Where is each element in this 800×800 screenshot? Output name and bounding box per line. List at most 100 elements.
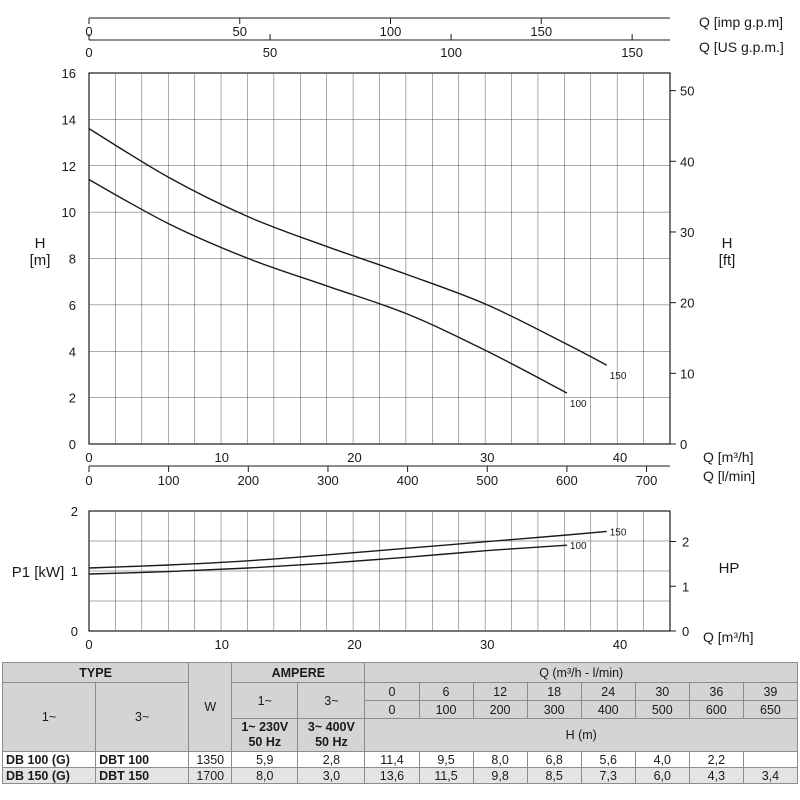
series-100-curve bbox=[88, 544, 567, 575]
series-150-curve bbox=[88, 128, 608, 366]
ampere-three-phase-supply: 3~ 400V 50 Hz bbox=[297, 718, 366, 752]
us-gpm-tick-label: 0 bbox=[85, 45, 92, 60]
three-phase-model: DBT 100 bbox=[95, 751, 190, 768]
x-lmin-tick-label: 300 bbox=[317, 473, 339, 488]
flow-lmin-cell: 100 bbox=[418, 700, 474, 719]
flow-m3h-cell: 39 bbox=[742, 682, 799, 701]
single-phase-model: DB 150 (G) bbox=[1, 767, 97, 784]
flow-lmin-cell: 600 bbox=[688, 700, 744, 719]
y-tick-label: 6 bbox=[69, 298, 76, 313]
imp-gpm-tick-label: 0 bbox=[85, 24, 92, 39]
y-tick-label: 12 bbox=[62, 159, 76, 174]
y-tick-label: 0 bbox=[69, 437, 76, 452]
flow-m3h-cell: 12 bbox=[472, 682, 528, 701]
table-row: DB 150 (G) DBT 150 1700 8,0 3,0 13,6 11,… bbox=[1, 767, 799, 784]
x-tick-label: 30 bbox=[480, 450, 494, 465]
head-value: 9,5 bbox=[418, 751, 474, 768]
ampere-single-phase-supply: 1~ 230V 50 Hz bbox=[231, 718, 299, 752]
supply-frequency: 50 Hz bbox=[315, 735, 348, 749]
x-lmin-tick-label: 600 bbox=[556, 473, 578, 488]
y-right-axis-title: HP bbox=[719, 560, 740, 577]
flow-m3h-cell: 24 bbox=[580, 682, 636, 701]
flow-lmin-cell: 500 bbox=[634, 700, 690, 719]
head-value: 6,0 bbox=[634, 767, 690, 784]
y-axis-unit: [m] bbox=[30, 252, 51, 269]
x-axis-title: Q [m³/h] bbox=[703, 629, 754, 645]
y-right-axis-title: H bbox=[722, 235, 733, 252]
ampere-header: AMPERE bbox=[231, 662, 366, 683]
x-lmin-tick-label: 100 bbox=[158, 473, 180, 488]
y-hp-tick-label: 0 bbox=[682, 624, 689, 639]
flow-lmin-cell: 400 bbox=[580, 700, 636, 719]
watt-value: 1700 bbox=[188, 767, 233, 784]
flow-lmin-cell: 650 bbox=[742, 700, 799, 719]
head-value: 5,6 bbox=[580, 751, 636, 768]
y-axis-title: P1 [kW] bbox=[12, 564, 65, 581]
y-tick-label: 2 bbox=[71, 504, 78, 519]
head-value: 2,2 bbox=[688, 751, 744, 768]
type-header: TYPE bbox=[1, 662, 190, 683]
x-tick-label: 30 bbox=[480, 637, 494, 652]
us-gpm-axis-title: Q [US g.p.m.] bbox=[699, 39, 784, 55]
imp-gpm-tick-label: 100 bbox=[380, 24, 402, 39]
flow-m3h-cell: 30 bbox=[634, 682, 690, 701]
y-ft-tick-label: 30 bbox=[680, 225, 694, 240]
y-tick-label: 14 bbox=[62, 112, 76, 127]
x-tick-label: 20 bbox=[347, 450, 361, 465]
x-lmin-axis-title: Q [l/min] bbox=[703, 468, 755, 484]
flow-lmin-cell: 0 bbox=[364, 700, 420, 719]
flow-m3h-cell: 36 bbox=[688, 682, 744, 701]
series-label: 100 bbox=[570, 399, 587, 410]
three-phase-model: DBT 150 bbox=[95, 767, 190, 784]
flow-header: Q (m³/h - l/min) bbox=[364, 662, 798, 683]
flow-m3h-cell: 0 bbox=[364, 682, 420, 701]
ampere-three-phase-value: 3,0 bbox=[297, 767, 366, 784]
imp-gpm-axis-title: Q [imp g.p.m] bbox=[699, 14, 783, 30]
head-value: 4,3 bbox=[688, 767, 744, 784]
x-tick-label: 40 bbox=[613, 450, 627, 465]
single-phase-model: DB 100 (G) bbox=[1, 751, 97, 768]
y-tick-label: 10 bbox=[62, 205, 76, 220]
head-value bbox=[742, 751, 799, 768]
series-150-curve bbox=[88, 530, 607, 569]
y-hp-tick-label: 1 bbox=[682, 579, 689, 594]
x-lmin-tick-label: 700 bbox=[636, 473, 658, 488]
x-tick-label: 10 bbox=[215, 637, 229, 652]
three-phase-header: 3~ bbox=[95, 682, 190, 752]
y-ft-tick-label: 40 bbox=[680, 154, 694, 169]
head-header: H (m) bbox=[364, 718, 798, 752]
table-row: DB 100 (G) DBT 100 1350 5,9 2,8 11,4 9,5… bbox=[1, 751, 799, 768]
y-tick-label: 8 bbox=[69, 252, 76, 267]
head-value: 11,4 bbox=[364, 751, 420, 768]
y-tick-label: 1 bbox=[71, 564, 78, 579]
head-value: 13,6 bbox=[364, 767, 420, 784]
ampere-single-phase-value: 8,0 bbox=[231, 767, 299, 784]
series-label: 150 bbox=[610, 371, 627, 382]
x-tick-label: 0 bbox=[85, 450, 92, 465]
x-lmin-tick-label: 500 bbox=[476, 473, 498, 488]
x-tick-label: 10 bbox=[215, 450, 229, 465]
y-ft-tick-label: 50 bbox=[680, 84, 694, 99]
y-right-axis-unit: [ft] bbox=[719, 252, 736, 269]
head-value: 9,8 bbox=[472, 767, 528, 784]
x-lmin-tick-label: 400 bbox=[397, 473, 419, 488]
pump-spec-table: TYPE W AMPERE Q (m³/h - l/min) 1~ 3~ 1~ … bbox=[1, 662, 799, 784]
ampere-three-phase-header: 3~ bbox=[297, 682, 366, 719]
x-tick-label: 0 bbox=[85, 637, 92, 652]
supply-voltage: 1~ 230V bbox=[241, 720, 289, 734]
y-tick-label: 4 bbox=[69, 344, 76, 359]
head-value: 7,3 bbox=[580, 767, 636, 784]
series-100-curve bbox=[88, 179, 568, 394]
head-value: 8,0 bbox=[472, 751, 528, 768]
ampere-three-phase-value: 2,8 bbox=[297, 751, 366, 768]
y-ft-tick-label: 10 bbox=[680, 366, 694, 381]
us-gpm-tick-label: 100 bbox=[440, 45, 462, 60]
flow-m3h-cell: 6 bbox=[418, 682, 474, 701]
flow-lmin-cell: 300 bbox=[526, 700, 582, 719]
ampere-single-phase-header: 1~ bbox=[231, 682, 299, 719]
imp-gpm-tick-label: 50 bbox=[233, 24, 247, 39]
y-ft-tick-label: 0 bbox=[680, 437, 687, 452]
x-tick-label: 20 bbox=[347, 637, 361, 652]
y-ft-tick-label: 20 bbox=[680, 296, 694, 311]
